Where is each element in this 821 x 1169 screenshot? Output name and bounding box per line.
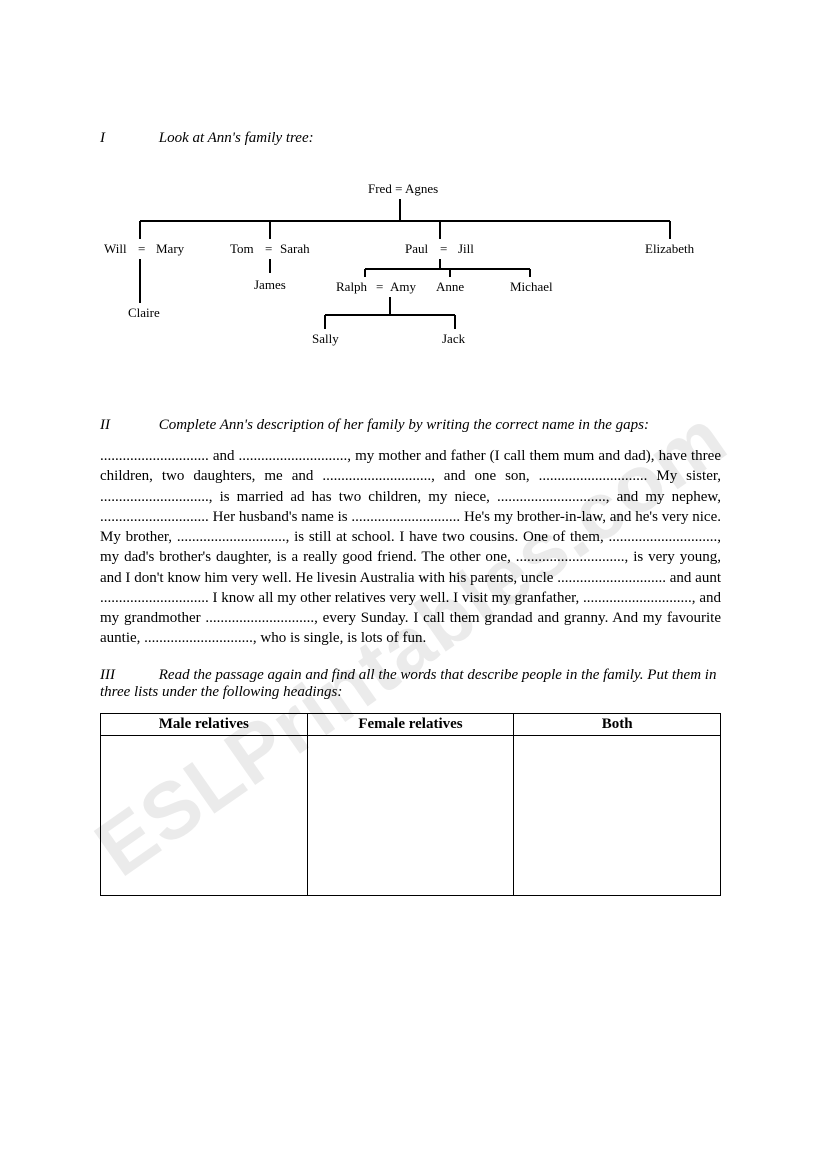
gap-1[interactable]: ............................. <box>100 448 209 464</box>
section-2-heading: II Complete Ann's description of her fam… <box>100 417 721 434</box>
tree-node-james: James <box>254 277 286 293</box>
gap-2[interactable]: ............................. <box>239 448 348 464</box>
tree-node-mary: Mary <box>156 241 184 257</box>
gap-5[interactable]: ............................. <box>100 489 209 505</box>
txt-1: and <box>209 448 239 464</box>
col-male: Male relatives <box>101 713 308 735</box>
relatives-table: Male relatives Female relatives Both <box>100 713 721 896</box>
family-tree: Fred = Agnes Will = Mary Tom = Sarah Pau… <box>100 177 720 377</box>
txt-13: I know all my other relatives very well.… <box>209 590 583 606</box>
col-both: Both <box>514 713 721 735</box>
tree-eq-3: = <box>440 241 447 257</box>
section-2-title: Complete Ann's description of her family… <box>159 417 649 433</box>
section-1-title: Look at Ann's family tree: <box>159 130 314 146</box>
section-1-heading: I Look at Ann's family tree: <box>100 130 721 147</box>
passage-text: ............................. and ......… <box>100 446 721 649</box>
tree-node-fred-agnes: Fred = Agnes <box>368 181 438 197</box>
gap-4[interactable]: ............................. <box>539 468 648 484</box>
tree-node-jill: Jill <box>458 241 474 257</box>
txt-4: My sister, <box>647 468 721 484</box>
gap-7[interactable]: ............................. <box>100 509 209 525</box>
tree-node-will: Will <box>104 241 127 257</box>
section-3-title: Read the passage again and find all the … <box>100 667 716 700</box>
tree-node-michael: Michael <box>510 279 553 295</box>
txt-16: , who is single, is lots of fun. <box>253 630 426 646</box>
txt-12: and aunt <box>666 570 721 586</box>
table-header-row: Male relatives Female relatives Both <box>101 713 721 735</box>
gap-3[interactable]: ............................. <box>322 468 431 484</box>
cell-both[interactable] <box>514 735 721 895</box>
gap-8[interactable]: ............................. <box>351 509 460 525</box>
gap-11[interactable]: ............................. <box>516 549 625 565</box>
tree-eq-1: = <box>138 241 145 257</box>
section-3-roman: III <box>100 667 155 684</box>
txt-6: , and my nephew, <box>606 489 721 505</box>
tree-node-sally: Sally <box>312 331 339 347</box>
gap-9[interactable]: ............................. <box>177 529 286 545</box>
gap-15[interactable]: ............................. <box>205 610 314 626</box>
worksheet-page: I Look at Ann's family tree: <box>0 0 821 956</box>
tree-node-jack: Jack <box>442 331 465 347</box>
txt-5: , is married ad has two children, my nie… <box>209 489 497 505</box>
gap-14[interactable]: ............................. <box>583 590 692 606</box>
gap-6[interactable]: ............................. <box>497 489 606 505</box>
gap-16[interactable]: ............................. <box>144 630 253 646</box>
cell-female[interactable] <box>307 735 514 895</box>
tree-eq-2: = <box>265 241 272 257</box>
gap-12[interactable]: ............................. <box>557 570 666 586</box>
tree-node-paul: Paul <box>405 241 428 257</box>
family-tree-lines <box>100 177 720 377</box>
gap-10[interactable]: ............................. <box>609 529 718 545</box>
table-row <box>101 735 721 895</box>
tree-eq-4: = <box>376 279 383 295</box>
txt-9: , is still at school. I have two cousins… <box>286 529 609 545</box>
tree-node-amy: Amy <box>390 279 416 295</box>
cell-male[interactable] <box>101 735 308 895</box>
tree-node-claire: Claire <box>128 305 160 321</box>
tree-node-ralph: Ralph <box>336 279 367 295</box>
tree-node-sarah: Sarah <box>280 241 310 257</box>
txt-3: , and one son, <box>431 468 539 484</box>
txt-7: Her husband's name is <box>209 509 352 525</box>
tree-node-anne: Anne <box>436 279 464 295</box>
section-1-roman: I <box>100 130 155 147</box>
tree-node-elizabeth: Elizabeth <box>645 241 694 257</box>
tree-node-tom: Tom <box>230 241 254 257</box>
section-2-roman: II <box>100 417 155 434</box>
gap-13[interactable]: ............................. <box>100 590 209 606</box>
section-3-heading: III Read the passage again and find all … <box>100 667 721 701</box>
col-female: Female relatives <box>307 713 514 735</box>
